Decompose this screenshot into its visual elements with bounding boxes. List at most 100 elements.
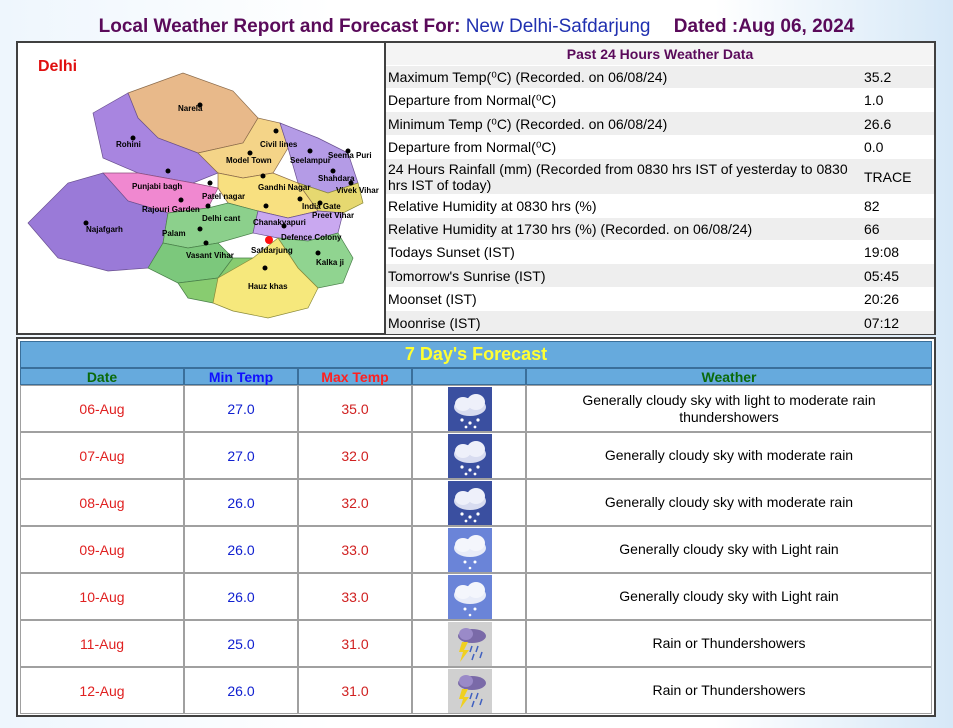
thunderstorm-icon — [448, 669, 492, 716]
page-title: Local Weather Report and Forecast For: N… — [0, 16, 953, 38]
title-location: New Delhi-Safdarjung — [465, 16, 651, 37]
past-24h-value: 26.6 — [864, 115, 892, 132]
forecast-row: 11-Aug 25.0 31.0 Rain or Thundershowers — [20, 620, 932, 667]
past-24h-label: Minimum Temp (⁰C) (Recorded. on 06/08/24… — [388, 115, 668, 132]
svg-text:Palam: Palam — [162, 229, 186, 238]
forecast-icon-cell — [412, 479, 526, 526]
svg-text:Vasant Vihar: Vasant Vihar — [186, 251, 234, 260]
svg-text:Defence Colony: Defence Colony — [281, 233, 342, 242]
past-24h-label: Tomorrow's Sunrise (IST) — [388, 267, 546, 284]
forecast-date: 10-Aug — [20, 573, 184, 620]
svg-text:Najafgarh: Najafgarh — [86, 225, 123, 234]
forecast-date: 09-Aug — [20, 526, 184, 573]
past-24h-row: Departure from Normal(⁰C) 0.0 — [386, 135, 934, 158]
past-24h-row: Tomorrow's Sunrise (IST) 05:45 — [386, 263, 934, 287]
col-date-header: Date — [20, 368, 184, 385]
past-24h-label: Relative Humidity at 1730 hrs (%) (Recor… — [388, 221, 753, 237]
forecast-header-row: Date Min Temp Max Temp Weather — [20, 368, 932, 385]
forecast-icon-cell — [412, 432, 526, 479]
forecast-date: 11-Aug — [20, 620, 184, 667]
delhi-map-image: Delhi — [27, 58, 379, 319]
past-24h-label: 24 Hours Rainfall (mm) (Recorded from 08… — [388, 160, 848, 193]
past-24h-value: 35.2 — [864, 69, 892, 85]
svg-text:Rajouri Garden: Rajouri Garden — [142, 205, 200, 214]
forecast-row: 07-Aug 27.0 32.0 Generally cloudy sky with … — [20, 432, 932, 479]
svg-text:Preet Vihar: Preet Vihar — [312, 211, 354, 220]
svg-text:Kalka ji: Kalka ji — [316, 258, 344, 267]
forecast-date: 08-Aug — [20, 479, 184, 526]
forecast-panel: 7 Day's Forecast Date Min Temp Max Temp … — [16, 337, 936, 717]
moderate-rain-icon — [448, 387, 492, 434]
forecast-row: 10-Aug 26.0 33.0 Generally cloudy sky with … — [20, 573, 932, 620]
past-24h-label: Maximum Temp(⁰C) (Recorded. on 06/08/24) — [388, 69, 668, 85]
forecast-min-temp: 26.0 — [184, 667, 298, 714]
forecast-max-temp: 33.0 — [298, 526, 412, 573]
forecast-min-temp: 27.0 — [184, 432, 298, 479]
forecast-icon-cell — [412, 526, 526, 573]
col-icon-header — [412, 368, 526, 385]
svg-text:Rohini: Rohini — [116, 140, 141, 149]
past-24h-value: TRACE — [864, 168, 912, 185]
forecast-icon-cell — [412, 573, 526, 620]
delhi-map: Delhi — [18, 43, 386, 333]
forecast-max-temp: 32.0 — [298, 479, 412, 526]
past-24h-row: Departure from Normal(⁰C) 1.0 — [386, 88, 934, 111]
past-24h-value: 82 — [864, 198, 880, 214]
past-24h-value: 20:26 — [864, 291, 900, 307]
past-24h-row: Moonset (IST) 20:26 — [386, 287, 934, 310]
forecast-icon-cell — [412, 620, 526, 667]
svg-text:Seelampur: Seelampur — [290, 156, 331, 165]
svg-text:Delhi cant: Delhi cant — [202, 214, 241, 223]
svg-text:Narela: Narela — [178, 104, 203, 113]
svg-text:Gandhi Nagar: Gandhi Nagar — [258, 183, 310, 192]
svg-text:Punjabi bagh: Punjabi bagh — [132, 182, 182, 191]
past-24h-label: Departure from Normal(⁰C) — [388, 92, 557, 108]
moderate-rain-icon — [448, 434, 492, 481]
past-24h-table: Past 24 Hours Weather Data Maximum Temp(… — [386, 43, 934, 334]
forecast-title: 7 Day's Forecast — [20, 341, 932, 368]
past-24h-label: Relative Humidity at 0830 hrs (%) — [388, 198, 597, 214]
forecast-max-temp: 31.0 — [298, 620, 412, 667]
col-min-header: Min Temp — [184, 368, 298, 385]
past-24h-row: Maximum Temp(⁰C) (Recorded. on 06/08/24)… — [386, 65, 934, 88]
forecast-min-temp: 26.0 — [184, 526, 298, 573]
past-24h-row: Minimum Temp (⁰C) (Recorded. on 06/08/24… — [386, 111, 934, 135]
forecast-min-temp: 25.0 — [184, 620, 298, 667]
past-24h-row: Moonrise (IST) 07:12 — [386, 310, 934, 334]
svg-text:Chanakyapuri: Chanakyapuri — [253, 218, 306, 227]
thunderstorm-icon — [448, 622, 492, 669]
past-24h-value: 07:12 — [864, 314, 900, 331]
past-24h-value: 05:45 — [864, 267, 900, 284]
top-panel: Delhi — [16, 41, 936, 335]
forecast-max-temp: 31.0 — [298, 667, 412, 714]
forecast-date: 07-Aug — [20, 432, 184, 479]
svg-text:Safdarjung: Safdarjung — [251, 246, 293, 255]
forecast-weather-text: Generally cloudy sky with Light rain — [526, 526, 932, 573]
past-24h-label: Moonset (IST) — [388, 291, 477, 307]
forecast-max-temp: 35.0 — [298, 385, 412, 432]
col-weather-header: Weather — [526, 368, 932, 385]
forecast-icon-cell — [412, 385, 526, 432]
svg-text:Patel nagar: Patel nagar — [202, 192, 245, 201]
svg-text:India Gate: India Gate — [302, 202, 341, 211]
svg-text:Civil lines: Civil lines — [260, 140, 298, 149]
forecast-icon-cell — [412, 667, 526, 714]
forecast-max-temp: 32.0 — [298, 432, 412, 479]
past-24h-title: Past 24 Hours Weather Data — [386, 43, 934, 65]
svg-text:Seema Puri: Seema Puri — [328, 151, 372, 160]
forecast-weather-text: Rain or Thundershowers — [526, 667, 932, 714]
svg-text:Model Town: Model Town — [226, 156, 272, 165]
forecast-date: 06-Aug — [20, 385, 184, 432]
moderate-rain-icon — [448, 481, 492, 528]
map-title: Delhi — [38, 58, 77, 75]
forecast-row: 12-Aug 26.0 31.0 Rain or Thundershowers — [20, 667, 932, 714]
past-24h-value: 1.0 — [864, 92, 884, 108]
past-24h-row: Relative Humidity at 1730 hrs (%) (Recor… — [386, 217, 934, 240]
past-24h-row: 24 Hours Rainfall (mm) (Recorded from 08… — [386, 158, 934, 194]
col-max-header: Max Temp — [298, 368, 412, 385]
svg-text:Shahdara: Shahdara — [318, 174, 355, 183]
title-prefix: Local Weather Report and Forecast For: — [98, 16, 461, 37]
forecast-row: 09-Aug 26.0 33.0 Generally cloudy sky with … — [20, 526, 932, 573]
past-24h-value: 19:08 — [864, 244, 900, 260]
forecast-min-temp: 26.0 — [184, 573, 298, 620]
